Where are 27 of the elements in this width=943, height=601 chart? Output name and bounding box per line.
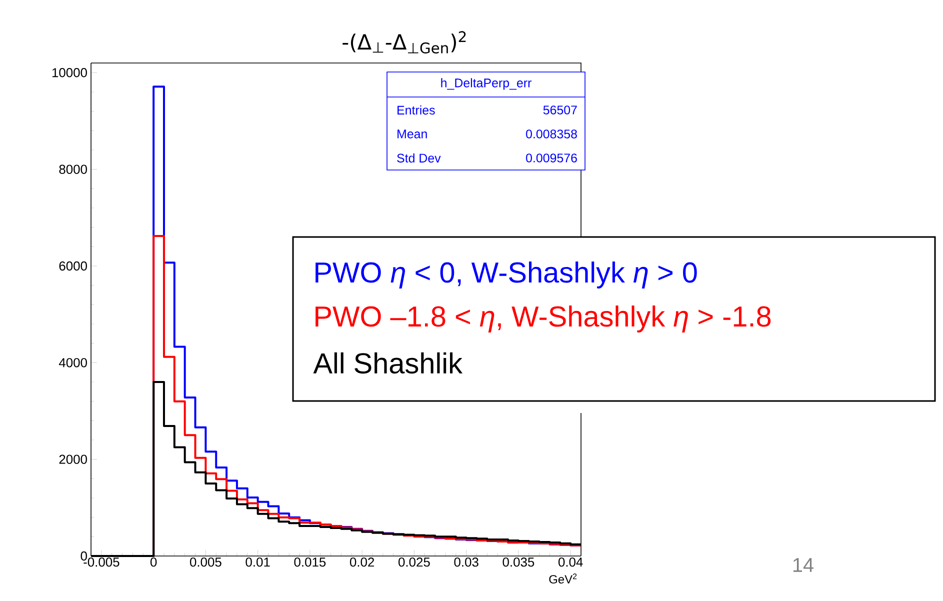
text: All Shashlik: [313, 352, 463, 374]
x-tick-label: 0.025: [398, 558, 430, 567]
y-tick-label: 2000: [59, 454, 87, 464]
text: 14: [793, 558, 814, 572]
x-tick-label: 0.015: [294, 558, 326, 567]
annotation: Std Dev: [397, 153, 441, 163]
annotation: Entries: [398, 105, 435, 115]
annotation: 0.009576: [526, 154, 577, 162]
x-tick-label: 0: [150, 558, 157, 567]
y-tick-label: 6000: [59, 261, 87, 271]
y-tick-label: 8000: [59, 164, 87, 174]
annotation: h_DeltaPerp_err: [441, 78, 532, 90]
x-axis-title: GeV$^{2}$: [549, 574, 577, 584]
text: PWO –1.8 < η, W-Shashlyk η > -1.8: [316, 306, 771, 332]
x-tick-label: 0.03: [454, 558, 478, 567]
x-tick-label: 0.04: [558, 558, 583, 567]
y-tick-label: 4000: [58, 358, 87, 368]
y-tick-label: 10000: [52, 68, 87, 78]
x-tick-label: 0.035: [502, 558, 534, 567]
chart-title: -(Δ$_{⊥}$-Δ$_{⊥Gen}$)$^{2}$: [342, 31, 466, 54]
annotation: 56507: [543, 106, 577, 114]
text: PWO η < 0, W-Shashlyk η > 0: [316, 262, 697, 288]
x-tick-label: 0.005: [190, 558, 222, 567]
annotation: 0.008358: [526, 130, 577, 138]
x-tick-label: 0.01: [246, 558, 270, 567]
annotation: Mean: [398, 130, 427, 138]
x-tick-label: 0.02: [350, 558, 374, 567]
